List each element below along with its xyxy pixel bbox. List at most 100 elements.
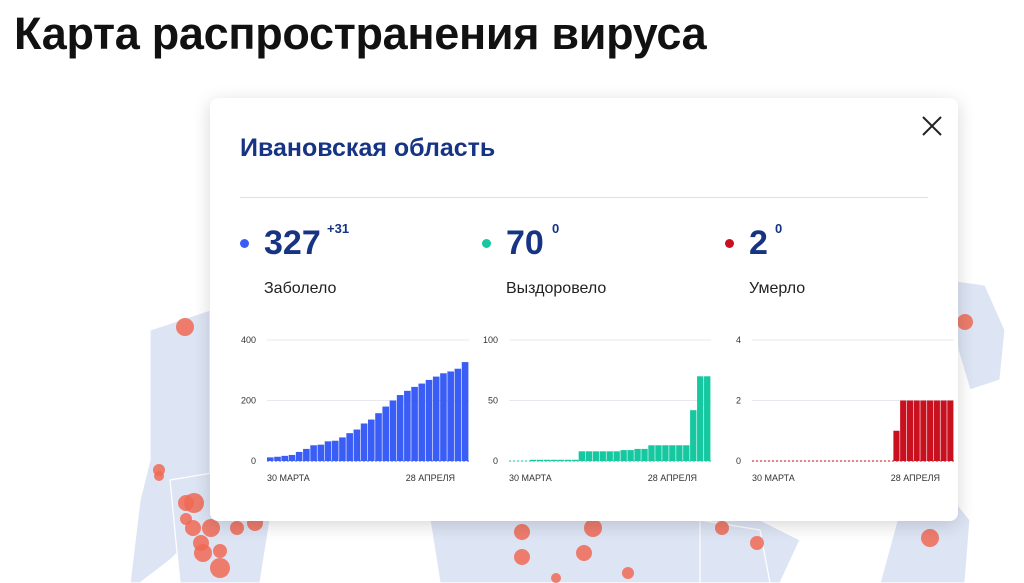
- chart-bar[interactable]: [933, 400, 940, 462]
- chart-bar[interactable]: [947, 400, 954, 462]
- map-marker[interactable]: [176, 318, 194, 336]
- map-marker[interactable]: [185, 520, 201, 536]
- chart-bar[interactable]: [704, 376, 711, 461]
- chart-bar[interactable]: [634, 448, 641, 461]
- chart-bar[interactable]: [613, 451, 620, 461]
- chart-bar[interactable]: [920, 400, 927, 462]
- chart-bar[interactable]: [411, 386, 418, 461]
- map-region[interactable]: [699, 519, 771, 583]
- chart-bar[interactable]: [288, 454, 296, 461]
- chart-bar[interactable]: [550, 459, 558, 461]
- map-marker[interactable]: [514, 524, 530, 540]
- chart-bar[interactable]: [913, 400, 920, 462]
- chart-bar[interactable]: [461, 362, 469, 461]
- page-title: Карта распространения вируса: [14, 8, 707, 59]
- map-marker[interactable]: [750, 536, 764, 550]
- chart-bar[interactable]: [683, 445, 690, 461]
- stat-deaths: 2 0 Умерло 0 2 4 30 МАРТА 28 АПРЕЛЯ: [725, 98, 955, 521]
- recovered-delta: 0: [552, 221, 560, 236]
- x-tick-label: 28 АПРЕЛЯ: [406, 473, 455, 483]
- chart-bar[interactable]: [310, 445, 317, 461]
- chart-bar[interactable]: [281, 455, 289, 461]
- recovered-label: Выздоровело: [506, 280, 607, 297]
- chart-bar[interactable]: [295, 451, 303, 461]
- chart-bar[interactable]: [382, 406, 390, 461]
- chart-bar[interactable]: [418, 383, 426, 461]
- map-marker[interactable]: [921, 529, 939, 547]
- map-marker[interactable]: [584, 519, 602, 537]
- chart-bar[interactable]: [585, 451, 592, 461]
- chart-bar[interactable]: [564, 459, 572, 461]
- chart-bar[interactable]: [267, 457, 274, 461]
- chart-bar[interactable]: [655, 445, 662, 461]
- chart-bar[interactable]: [627, 450, 634, 461]
- chart-bar[interactable]: [900, 400, 907, 462]
- chart-bar[interactable]: [454, 368, 462, 461]
- map-marker[interactable]: [576, 545, 592, 561]
- map-marker[interactable]: [957, 314, 973, 330]
- chart-bar[interactable]: [274, 456, 281, 461]
- close-button[interactable]: [916, 110, 948, 142]
- chart-bar[interactable]: [432, 376, 440, 461]
- chart-bar[interactable]: [368, 419, 375, 461]
- chart-bar[interactable]: [571, 459, 579, 461]
- chart-bar[interactable]: [317, 444, 325, 461]
- close-icon[interactable]: [916, 110, 948, 142]
- chart-bar[interactable]: [557, 459, 565, 461]
- chart-bar[interactable]: [592, 451, 599, 461]
- chart-bar[interactable]: [375, 413, 382, 461]
- chart-bar[interactable]: [324, 441, 332, 461]
- map-marker[interactable]: [202, 519, 220, 537]
- stat-infected: 327 +31 Заболело 0 200 400 30 МАРТА 28 АПРЕЛ…: [240, 98, 470, 521]
- map-marker[interactable]: [213, 544, 227, 558]
- map-marker[interactable]: [210, 558, 230, 578]
- recovered-value: 70: [506, 224, 544, 262]
- chart-bar[interactable]: [331, 440, 339, 461]
- chart-bar[interactable]: [690, 410, 697, 461]
- deaths-label: Умерло: [749, 280, 806, 297]
- chart-bar[interactable]: [927, 400, 934, 462]
- chart-bar[interactable]: [620, 450, 627, 461]
- chart-bar[interactable]: [339, 437, 346, 461]
- chart-bar[interactable]: [669, 445, 676, 461]
- chart-bar[interactable]: [543, 459, 551, 461]
- map-region[interactable]: [949, 279, 1006, 391]
- x-tick-label: 30 МАРТА: [752, 473, 795, 483]
- chart-bar[interactable]: [529, 459, 537, 461]
- chart-bar[interactable]: [440, 373, 447, 461]
- chart-bar[interactable]: [536, 459, 544, 461]
- chart-bar[interactable]: [940, 400, 947, 462]
- chart-bar[interactable]: [353, 429, 361, 461]
- map-marker[interactable]: [622, 567, 634, 579]
- chart-bar[interactable]: [648, 445, 655, 461]
- chart-bar[interactable]: [641, 448, 648, 461]
- map-marker[interactable]: [154, 471, 164, 481]
- chart-bar[interactable]: [606, 451, 613, 461]
- chart-bar[interactable]: [599, 451, 606, 461]
- chart-bar[interactable]: [396, 395, 404, 461]
- map-marker[interactable]: [184, 493, 204, 513]
- chart-bar[interactable]: [662, 445, 669, 461]
- x-tick-label: 30 МАРТА: [509, 473, 552, 483]
- chart-bar[interactable]: [697, 376, 704, 461]
- map-marker[interactable]: [230, 521, 244, 535]
- chart-bar[interactable]: [346, 433, 353, 461]
- map-marker[interactable]: [715, 521, 729, 535]
- chart-bar[interactable]: [425, 379, 433, 461]
- map-marker[interactable]: [194, 544, 212, 562]
- y-tick-label: 0: [493, 456, 498, 466]
- recovered-chart: 0 50 100 30 МАРТА 28 АПРЕЛЯ: [483, 335, 711, 483]
- chart-bar[interactable]: [447, 371, 454, 461]
- map-marker[interactable]: [514, 549, 530, 565]
- chart-bar[interactable]: [578, 451, 586, 461]
- chart-bar[interactable]: [389, 400, 397, 462]
- chart-bar[interactable]: [893, 430, 900, 461]
- chart-bar[interactable]: [676, 445, 683, 461]
- map-marker[interactable]: [551, 573, 561, 583]
- chart-bar[interactable]: [906, 400, 913, 462]
- chart-bar[interactable]: [303, 448, 310, 461]
- chart-bar[interactable]: [404, 390, 411, 461]
- chart-bar[interactable]: [360, 423, 368, 461]
